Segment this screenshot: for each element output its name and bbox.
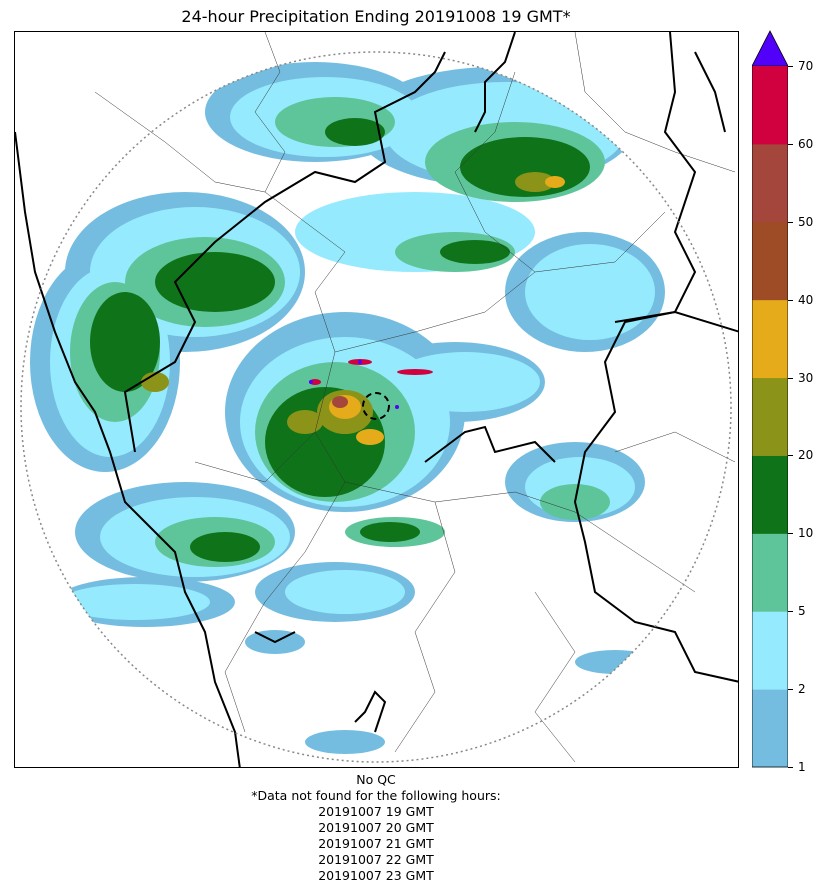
colorbar-tick — [788, 143, 793, 145]
colorbar-tick-label: 20 — [798, 448, 814, 463]
colorbar-tick — [788, 533, 793, 535]
colorbar-tick-label: 10 — [798, 526, 814, 541]
colorbar-tick — [788, 66, 793, 67]
footer-line: 20191007 23 GMT — [318, 868, 434, 883]
colorbar-tick — [788, 221, 793, 223]
colorbar-over-extension — [751, 30, 789, 67]
colorbar-bin — [752, 299, 788, 379]
colorbar-bin — [752, 221, 788, 301]
colorbar-tick-label: 50 — [798, 214, 814, 229]
colorbar-tick — [788, 455, 793, 457]
footer-notes: No QC *Data not found for the following … — [0, 772, 752, 884]
colorbar-tick — [788, 689, 793, 691]
colorbar-tick-label: 5 — [798, 604, 806, 619]
footer-line: 20191007 19 GMT — [318, 804, 434, 819]
footer-line: 20191007 22 GMT — [318, 852, 434, 867]
state-boundaries — [15, 32, 738, 767]
footer-line: *Data not found for the following hours: — [251, 788, 501, 803]
colorbar-tick-label: 1 — [798, 760, 806, 774]
colorbar-bin — [752, 66, 788, 145]
colorbar-bin — [752, 455, 788, 534]
colorbar-bin — [752, 143, 788, 223]
colorbar-tick-label: 2 — [798, 682, 806, 697]
colorbar — [751, 30, 789, 768]
colorbar-tick-label: 40 — [798, 292, 814, 307]
colorbar-tick — [788, 377, 793, 379]
colorbar-tick — [788, 611, 793, 613]
district-boundaries — [94, 32, 736, 763]
radar-map — [14, 31, 739, 768]
colorbar-tick-label: 70 — [798, 59, 814, 73]
footer-line: 20191007 20 GMT — [318, 820, 434, 835]
colorbar-tick — [788, 767, 793, 768]
precipitation-field — [30, 62, 665, 754]
radar-map-svg — [15, 32, 738, 767]
colorbar-svg — [751, 30, 789, 768]
colorbar-bin — [752, 377, 788, 456]
colorbar-bin — [752, 689, 788, 768]
colorbar-tick-label: 30 — [798, 370, 814, 385]
footer-line: No QC — [356, 772, 396, 787]
colorbar-bin — [752, 611, 788, 690]
colorbar-tick — [788, 299, 793, 301]
colorbar-tick-label: 60 — [798, 136, 814, 151]
map-title: 24-hour Precipitation Ending 20191008 19… — [181, 7, 571, 26]
colorbar-bin — [752, 533, 788, 612]
footer-line: 20191007 21 GMT — [318, 836, 434, 851]
radar-range-ring — [20, 51, 732, 763]
radar-site-marker — [362, 392, 390, 420]
